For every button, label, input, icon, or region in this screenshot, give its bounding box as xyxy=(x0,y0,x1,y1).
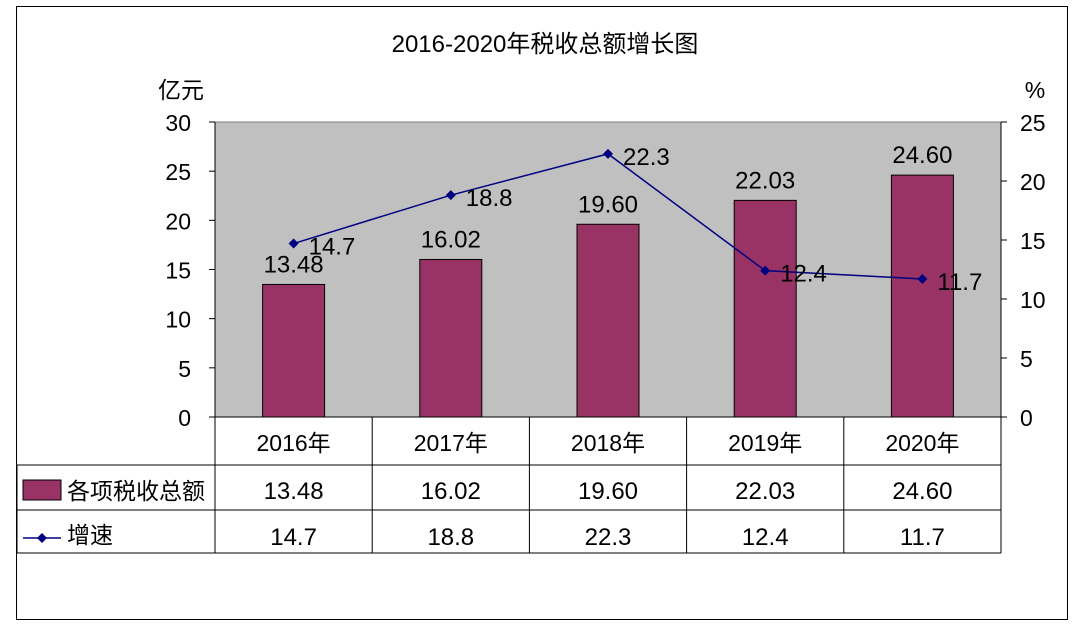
table-cell-tax: 16.02 xyxy=(421,478,481,505)
category-label: 2018年 xyxy=(571,430,645,456)
growth-point xyxy=(917,273,928,284)
bar-2017年 xyxy=(419,258,483,418)
right-axis-tick-label: 0 xyxy=(1020,405,1033,431)
category-label: 2019年 xyxy=(728,430,802,456)
bar-2019年 xyxy=(733,199,797,418)
growth-value-label: 14.7 xyxy=(309,234,356,261)
table-cell-tax: 22.03 xyxy=(735,478,795,505)
right-axis-tick-label: 5 xyxy=(1020,346,1033,372)
right-axis-tick-label: 15 xyxy=(1020,228,1046,254)
growth-value-label: 22.3 xyxy=(623,144,670,171)
left-axis-tick-label: 0 xyxy=(178,405,191,431)
table-cell-growth: 12.4 xyxy=(742,524,789,551)
chart-title: 2016-2020年税收总额增长图 xyxy=(392,31,699,58)
table-cell-growth: 14.7 xyxy=(270,524,317,551)
chart-frame xyxy=(16,6,1068,620)
growth-value-label: 12.4 xyxy=(780,261,827,288)
legend-bar-swatch xyxy=(22,479,62,501)
table-cell-tax: 19.60 xyxy=(578,478,638,505)
category-label: 2016年 xyxy=(257,430,331,456)
bar-value-label: 22.03 xyxy=(735,167,795,194)
left-axis-tick-label: 30 xyxy=(165,110,191,136)
left-axis-tick-label: 20 xyxy=(165,208,191,234)
table-cell-growth: 11.7 xyxy=(900,524,945,551)
bar-value-label: 16.02 xyxy=(421,226,481,253)
growth-value-label: 11.7 xyxy=(937,269,982,296)
table-cell-tax: 13.48 xyxy=(264,478,324,505)
right-axis-tick-label: 25 xyxy=(1020,110,1046,136)
legend-line-name: 增速 xyxy=(67,522,113,548)
left-axis-tick-label: 5 xyxy=(178,356,191,382)
bar-2016年 xyxy=(262,283,326,418)
growth-point xyxy=(760,265,771,276)
right-axis-tick-label: 20 xyxy=(1020,169,1046,195)
category-label: 2017年 xyxy=(414,430,488,456)
bar-2020年 xyxy=(890,174,954,418)
table-cell-growth: 22.3 xyxy=(585,524,632,551)
left-axis-tick-label: 10 xyxy=(165,307,191,333)
bar-value-label: 24.60 xyxy=(892,142,952,169)
growth-point xyxy=(288,238,299,249)
table-cell-tax: 24.60 xyxy=(892,478,952,505)
growth-point xyxy=(603,148,613,159)
table-cell-growth: 18.8 xyxy=(427,524,474,551)
category-label: 2020年 xyxy=(885,430,959,456)
legend-bar-name: 各项税收总额 xyxy=(67,478,205,504)
right-axis-tick-label: 10 xyxy=(1020,287,1046,313)
bar-2018年 xyxy=(576,223,640,418)
legend-line-marker xyxy=(37,533,47,543)
left-axis-unit: 亿元 xyxy=(158,77,204,103)
bar-value-label: 13.48 xyxy=(264,251,324,278)
right-axis-unit: % xyxy=(1025,77,1045,103)
growth-point xyxy=(445,190,456,201)
growth-value-label: 18.8 xyxy=(466,185,513,212)
left-axis-tick-label: 15 xyxy=(165,258,191,284)
bar-value-label: 19.60 xyxy=(578,191,638,218)
left-axis-tick-label: 25 xyxy=(165,159,191,185)
